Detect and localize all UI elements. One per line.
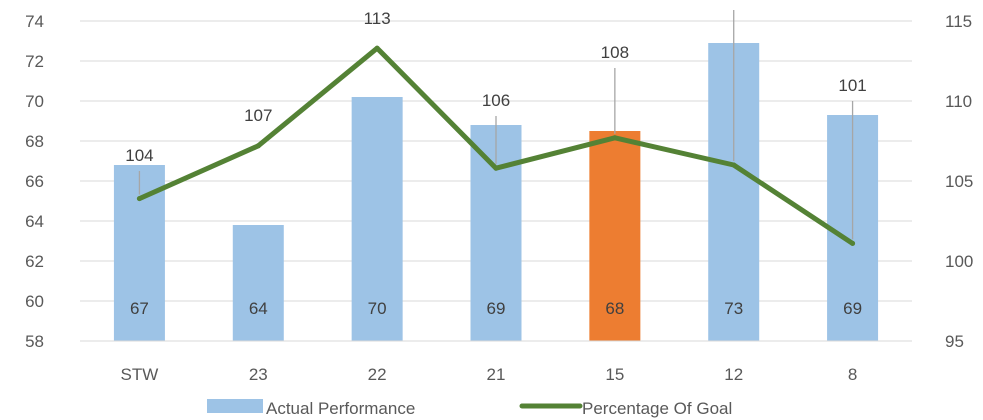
right-tick-label: 115: [945, 12, 972, 31]
left-tick-label: 74: [25, 12, 44, 31]
line-data-label: 113: [364, 9, 391, 28]
bar: [232, 225, 284, 341]
line-point: [731, 162, 737, 168]
bar-data-label: 64: [249, 299, 268, 318]
line-data-label: 107: [244, 106, 272, 125]
right-tick-label: 95: [945, 332, 964, 351]
bar-data-label: 67: [130, 299, 149, 318]
bar-series: [113, 43, 879, 341]
legend: Actual Performance Percentage Of Goal: [207, 399, 732, 418]
line-point: [493, 165, 499, 171]
line-point: [136, 196, 142, 202]
x-tick-label: 21: [487, 365, 506, 384]
right-tick-label: 100: [945, 252, 973, 271]
left-tick-label: 72: [25, 52, 44, 71]
bar-data-label: 68: [605, 299, 624, 318]
bar-data-label: 70: [368, 299, 387, 318]
x-axis: STW 23 22 21 15 12 8: [80, 340, 912, 384]
line-series: [136, 45, 856, 246]
line-data-labels: 104 107 113 106 108 106 101: [125, 0, 867, 165]
line-data-label: 101: [838, 76, 866, 95]
legend-swatch-bar: [207, 399, 263, 413]
leader-lines: [138, 10, 854, 240]
bar-data-label: 73: [724, 299, 743, 318]
x-tick-label: 12: [724, 365, 743, 384]
right-tick-label: 110: [945, 92, 972, 111]
line-data-label: 106: [720, 0, 748, 4]
right-axis: 95 100 105 110 115: [945, 12, 973, 351]
x-tick-label: STW: [121, 365, 159, 384]
legend-label: Percentage Of Goal: [582, 399, 732, 418]
line-data-label: 106: [482, 91, 510, 110]
bar: [589, 131, 641, 341]
line-data-label: 104: [125, 146, 153, 165]
bar-data-label: 69: [843, 299, 862, 318]
left-tick-label: 68: [25, 132, 44, 151]
bar-data-label: 69: [487, 299, 506, 318]
line-point: [374, 45, 380, 51]
line-point: [255, 143, 261, 149]
x-tick-label: 8: [848, 365, 857, 384]
x-tick-label: 22: [368, 365, 387, 384]
x-tick-label: 15: [605, 365, 624, 384]
legend-label: Actual Performance: [266, 399, 415, 418]
left-tick-label: 58: [25, 332, 44, 351]
bar-data-labels: 67 64 70 69 68 73 69: [130, 299, 862, 318]
left-tick-label: 60: [25, 292, 44, 311]
left-tick-label: 62: [25, 252, 44, 271]
left-tick-label: 66: [25, 172, 44, 191]
line-data-label: 108: [601, 43, 629, 62]
left-axis: 58 60 62 64 66 68 70 72 74: [25, 12, 44, 351]
line-point: [850, 240, 856, 246]
x-tick-label: 23: [249, 365, 268, 384]
left-tick-label: 64: [25, 212, 44, 231]
bar: [351, 97, 403, 341]
left-tick-label: 70: [25, 92, 44, 111]
line-point: [612, 135, 618, 141]
right-tick-label: 105: [945, 172, 973, 191]
